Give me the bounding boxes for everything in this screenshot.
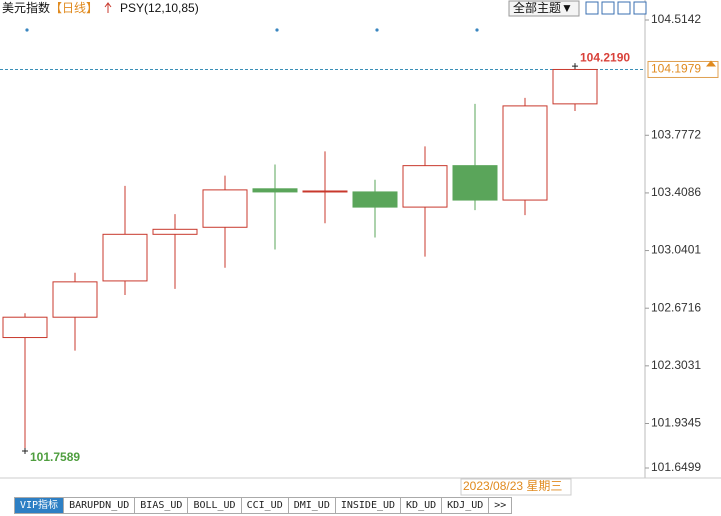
tab[interactable]: BIAS_UD (135, 497, 189, 514)
cursor-date: 2023/08/23 星期三 (463, 479, 562, 493)
tool-button[interactable] (617, 1, 631, 15)
event-dot (25, 28, 29, 32)
y-tick-label: 104.5142 (651, 12, 701, 26)
extreme-marker (572, 63, 578, 70)
last-price-label: 104.1979 (651, 62, 701, 76)
tab-bar: VIP指标 BARUPDN_UD BIAS_UD BOLL_UD CCI_UD DMI_U… (14, 497, 513, 514)
y-tick-label: 103.7772 (651, 127, 701, 141)
y-tick-label: 103.0401 (651, 243, 701, 257)
chart: 美元指数 【日线】 PSY(12,10,85) 全部主题▼ 2023/08/23… (0, 0, 721, 496)
tab[interactable]: >> (489, 497, 513, 514)
date-box (460, 478, 572, 496)
period: 【日线】 (50, 1, 98, 15)
event-dot (475, 28, 479, 32)
tab[interactable]: CCI_UD (241, 497, 289, 514)
extreme-marker (22, 447, 28, 454)
candle-body (202, 189, 248, 228)
y-tick-label: 102.6716 (651, 300, 701, 314)
tab[interactable]: DMI_UD (288, 497, 336, 514)
candle-body (252, 188, 298, 193)
tool-button[interactable] (633, 1, 647, 15)
tab[interactable]: BOLL_UD (188, 497, 242, 514)
event-dot (275, 28, 279, 32)
tab[interactable]: KDJ_UD (442, 497, 490, 514)
candle-body (52, 281, 98, 318)
last-price-box (647, 60, 719, 78)
candle-body (502, 105, 548, 201)
tool-button[interactable] (585, 1, 599, 15)
indicator: PSY(12,10,85) (120, 1, 199, 15)
toolbar (585, 1, 647, 15)
candle-body (552, 68, 598, 105)
tool-button[interactable] (601, 1, 615, 15)
tab[interactable]: VIP指标 (14, 497, 65, 514)
theme-menu[interactable] (508, 0, 580, 17)
y-tick-label: 101.6499 (651, 460, 701, 474)
candle-body (352, 191, 398, 208)
symbol: 美元指数 (2, 0, 50, 15)
candle-body (302, 190, 348, 193)
event-dot (375, 28, 379, 32)
y-tick-label: 103.4086 (651, 185, 701, 199)
theme-menu-label[interactable]: 全部主题▼ (513, 0, 573, 15)
tab[interactable]: KD_UD (401, 497, 443, 514)
candle-body (452, 165, 498, 201)
event-dots (25, 28, 479, 32)
candle-body (2, 316, 48, 339)
extreme-label: 101.7589 (30, 450, 80, 464)
indicator-icon (104, 2, 112, 13)
tab[interactable]: INSIDE_UD (335, 497, 402, 514)
extreme-label: 104.2190 (580, 50, 630, 64)
y-tick-label: 102.3031 (651, 358, 701, 372)
tab[interactable]: BARUPDN_UD (64, 497, 136, 514)
y-tick-label: 101.9345 (651, 416, 701, 430)
candle-body (152, 228, 198, 235)
last-price-arrow (706, 60, 716, 67)
candle-body (102, 233, 148, 282)
candle-body (402, 165, 448, 208)
